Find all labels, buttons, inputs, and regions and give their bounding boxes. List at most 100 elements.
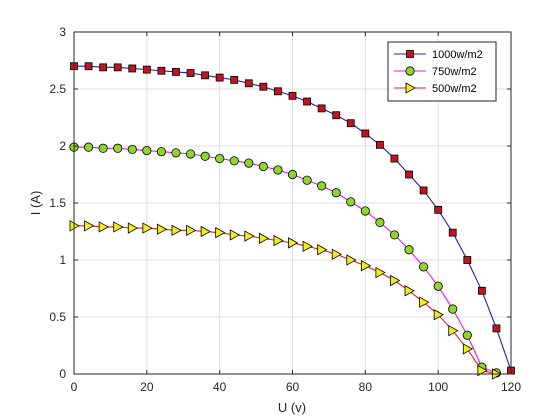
data-point-2 (142, 222, 153, 234)
x-axis-label: U (v) (278, 400, 306, 415)
x-tick-label: 80 (359, 380, 373, 394)
data-point-1 (200, 151, 210, 161)
data-point-1 (462, 330, 472, 340)
data-point-2 (84, 220, 95, 232)
data-point-2 (477, 364, 488, 377)
data-point-0 (434, 205, 443, 214)
data-point-2 (288, 237, 299, 249)
data-point-0 (113, 63, 122, 72)
data-point-2 (273, 234, 284, 247)
data-point-1 (83, 142, 94, 152)
data-point-1 (185, 149, 196, 159)
data-point-2 (244, 230, 255, 242)
data-point-1 (98, 143, 108, 153)
y-tick-label: 3 (59, 25, 66, 39)
data-point-1 (156, 147, 166, 157)
data-point-1 (244, 158, 254, 168)
legend-label-2: 500w/m2 (432, 83, 477, 95)
data-point-0 (390, 154, 399, 163)
data-point-1 (142, 145, 152, 156)
data-point-2 (317, 244, 328, 256)
data-point-2 (302, 240, 313, 252)
data-point-1 (389, 230, 400, 240)
data-point-0 (477, 286, 486, 295)
data-point-1 (404, 245, 414, 255)
data-point-0 (172, 68, 180, 76)
data-point-2 (200, 225, 211, 238)
data-point-0 (288, 91, 297, 100)
y-tick-label: 0 (59, 367, 66, 381)
series-1 (69, 142, 502, 378)
data-point-2 (113, 221, 124, 233)
data-point-0 (375, 140, 384, 149)
data-point-2 (360, 260, 372, 272)
data-point-1 (113, 143, 123, 153)
data-point-1 (375, 217, 385, 227)
data-point-1 (215, 153, 225, 164)
x-tick-label: 0 (71, 380, 78, 394)
data-point-1 (331, 188, 341, 198)
y-tick-label: 2 (59, 139, 66, 153)
x-tick-label: 20 (140, 380, 154, 394)
data-point-0 (259, 82, 268, 91)
legend-label-0: 1000w/m2 (432, 49, 483, 61)
data-point-0 (463, 256, 472, 264)
data-point-2 (171, 224, 182, 237)
data-point-0 (492, 324, 501, 333)
data-point-2 (404, 285, 415, 297)
series-2 (69, 220, 503, 380)
data-point-2 (331, 248, 343, 260)
y-axis-label: I (A) (28, 191, 43, 216)
data-point-1 (287, 169, 298, 180)
data-point-2 (375, 266, 386, 279)
data-point-0 (142, 65, 151, 74)
data-point-1 (171, 148, 181, 158)
y-tick-label: 2.5 (49, 82, 66, 96)
data-point-0 (186, 69, 195, 77)
data-point-2 (156, 223, 168, 235)
data-point-1 (127, 144, 137, 155)
data-point-1 (258, 161, 268, 172)
data-point-2 (462, 343, 474, 355)
data-point-1 (346, 197, 356, 207)
data-point-2 (419, 296, 430, 308)
data-point-2 (448, 325, 459, 337)
data-point-2 (390, 274, 401, 287)
data-point-1 (273, 165, 283, 175)
data-point-1 (229, 156, 239, 166)
data-point-0 (317, 104, 326, 113)
legend: 1000w/m2 750w/m2 500w/m2 (387, 41, 497, 102)
x-tick-label: 60 (286, 380, 300, 394)
data-point-0 (346, 119, 355, 128)
data-point-0 (405, 170, 413, 179)
data-point-0 (128, 64, 137, 73)
data-point-0 (201, 71, 210, 80)
data-point-1 (317, 181, 327, 191)
legend-marker-0 (406, 50, 414, 58)
data-point-0 (361, 129, 370, 138)
legend-label-1: 750w/m2 (432, 66, 477, 78)
data-point-2 (186, 224, 197, 237)
data-point-0 (448, 228, 457, 237)
legend-marker-2 (405, 82, 416, 94)
series-layer (69, 62, 515, 380)
data-point-2 (346, 254, 357, 266)
ticks: 0 20 40 60 80 100 120 0 0.5 1 1.5 2 2.5 3 (49, 25, 521, 394)
data-point-0 (230, 75, 239, 84)
data-point-0 (274, 87, 282, 96)
data-point-2 (127, 222, 139, 234)
data-point-1 (302, 175, 312, 185)
data-point-2 (229, 229, 241, 241)
y-tick-label: 1 (59, 253, 66, 267)
data-point-1 (448, 304, 458, 314)
data-point-2 (98, 221, 109, 233)
y-tick-label: 1.5 (49, 196, 66, 210)
y-tick-label: 0.5 (49, 310, 66, 324)
data-point-0 (84, 62, 93, 71)
data-point-0 (332, 111, 341, 120)
data-point-0 (419, 186, 428, 195)
data-point-2 (215, 226, 226, 239)
data-point-0 (303, 97, 311, 106)
series-0 (70, 62, 515, 375)
